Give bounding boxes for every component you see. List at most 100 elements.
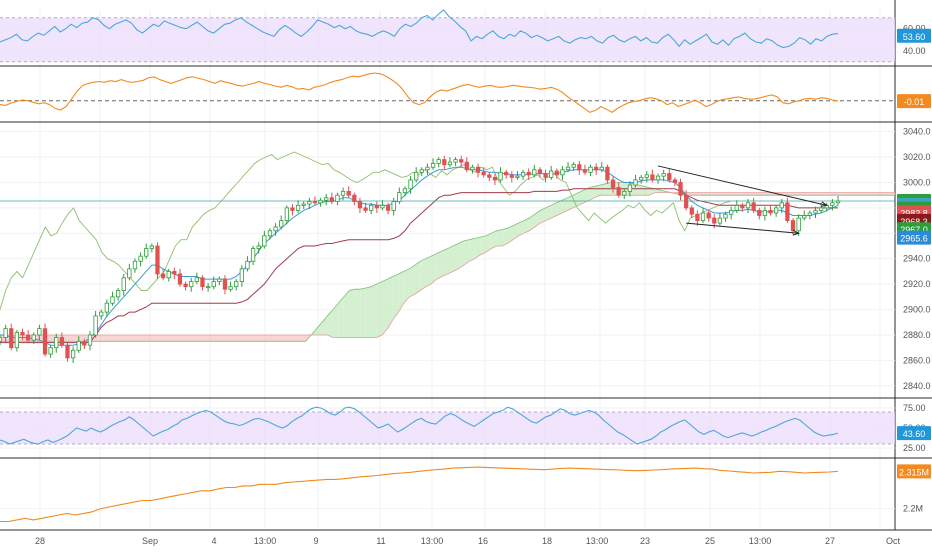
candle (796, 214, 801, 236)
candle (464, 157, 469, 173)
candle (194, 272, 199, 285)
candle (262, 230, 267, 249)
cloud-segment (824, 192, 830, 196)
cloud-segment (114, 335, 121, 342)
last-value-tag-bg (897, 426, 931, 441)
y-tick-label: 2840.0 (903, 381, 931, 391)
candle (31, 332, 36, 344)
oscillator-top-panel: 60.00 40.00 53.60 (0, 9, 931, 63)
cloud-segment (867, 192, 874, 196)
cloud-segment (856, 192, 863, 196)
candle (335, 192, 340, 206)
candle (757, 207, 762, 220)
candle-body (234, 281, 239, 288)
candle (121, 273, 126, 296)
cloud-segment (81, 335, 88, 342)
candle (14, 329, 20, 352)
cloud-segment (131, 335, 137, 342)
candle-body (380, 204, 385, 209)
cloud-segment (49, 335, 55, 342)
cloud-segment (813, 192, 819, 196)
cloud-segment (169, 335, 175, 342)
y-tick-label: 60.00 (903, 24, 926, 34)
candle-body (700, 212, 706, 221)
candle (189, 277, 194, 292)
cloud-segment (496, 229, 503, 246)
candle-body (222, 278, 228, 290)
x-tick-label: 23 (640, 536, 650, 546)
candle-body (526, 171, 531, 176)
candle-body (616, 187, 621, 196)
y-tick-label: 25.00 (903, 443, 926, 453)
cloud-segment (453, 243, 459, 272)
candle (543, 169, 548, 183)
candle (374, 201, 379, 213)
candle-body (560, 169, 565, 176)
candle (560, 165, 565, 180)
candle (549, 165, 554, 180)
band-background (0, 412, 895, 444)
cloud-segment (141, 335, 148, 342)
candle-body (312, 201, 318, 204)
last-value-tag-text: 2.315M (899, 467, 929, 477)
candle-body (745, 202, 751, 209)
candle (425, 163, 430, 175)
candle-body (549, 170, 554, 178)
candle (48, 345, 53, 358)
price-level-tag-text: 2965.6 (900, 234, 928, 244)
candle-body (712, 217, 717, 224)
candle (616, 182, 621, 198)
candle (526, 168, 531, 180)
cloud-segment (327, 309, 333, 338)
cloud-segment (545, 205, 552, 221)
cloud-segment (534, 210, 541, 227)
candle-body (9, 328, 14, 349)
cloud-segment (474, 237, 481, 259)
cloud-segment (573, 192, 579, 208)
candle (211, 276, 216, 290)
candle (87, 331, 93, 351)
candle (166, 268, 171, 282)
candle-body (25, 334, 31, 341)
candle (138, 252, 143, 267)
candle (25, 329, 31, 343)
series-line (0, 466, 839, 523)
candle (20, 328, 25, 341)
candle (99, 309, 104, 320)
candle-body (818, 207, 824, 211)
cloud-segment (229, 335, 235, 342)
candle-body (414, 171, 419, 181)
candle-body (723, 213, 728, 219)
cloud-segment (747, 192, 754, 196)
candle (312, 196, 318, 206)
x-tick-label: Sep (142, 536, 158, 546)
candle-body (290, 207, 295, 211)
cloud-segment (458, 240, 464, 269)
candle-body (425, 166, 430, 171)
cloud-segment (180, 335, 186, 342)
cloud-segment (491, 230, 497, 249)
cloud-segment (371, 284, 377, 338)
cloud-segment (529, 214, 535, 231)
candle-body (340, 190, 346, 196)
cloud-segment (267, 335, 273, 342)
candle-body (639, 176, 644, 181)
candle-body (14, 332, 20, 349)
candle (419, 167, 424, 177)
candle-body (3, 328, 8, 338)
candle-body (99, 311, 104, 317)
candle-body (515, 175, 520, 178)
candle-body (807, 212, 813, 216)
candle-body (470, 166, 475, 171)
cloud-segment (480, 235, 486, 255)
y-tick-label: 40.00 (903, 46, 926, 56)
cloud-segment (736, 192, 743, 196)
candle-body (267, 230, 273, 237)
candle-body (363, 207, 368, 211)
cloud-segment (714, 192, 721, 196)
x-tick-label: 18 (542, 536, 552, 546)
cloud-segment (485, 233, 492, 253)
candle (785, 197, 790, 224)
cloud-segment (829, 192, 835, 196)
candle-body (481, 171, 486, 176)
